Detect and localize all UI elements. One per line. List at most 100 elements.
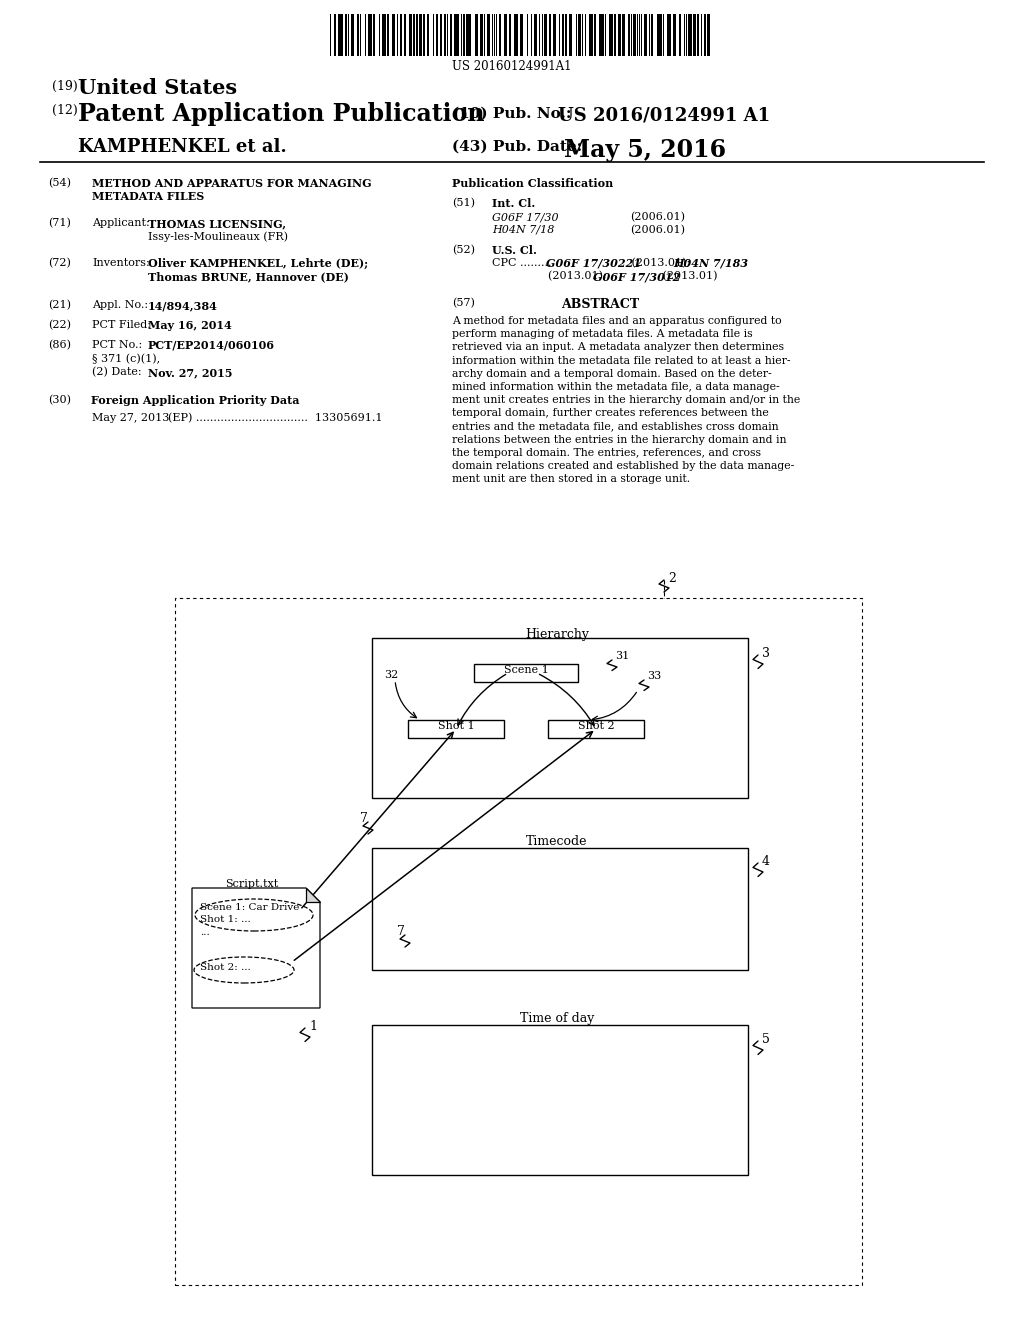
Text: (2013.01): (2013.01): [659, 271, 718, 281]
Bar: [450, 15, 452, 55]
Text: Inventors:: Inventors:: [92, 257, 150, 268]
Bar: [549, 15, 551, 55]
Text: PCT No.:: PCT No.:: [92, 341, 142, 350]
Bar: [544, 15, 547, 55]
Text: United States: United States: [78, 78, 238, 98]
Bar: [697, 15, 699, 55]
Bar: [351, 15, 354, 55]
Text: § 371 (c)(1),: § 371 (c)(1),: [92, 354, 160, 364]
Bar: [614, 15, 616, 55]
Text: Int. Cl.: Int. Cl.: [492, 198, 536, 209]
Bar: [578, 15, 581, 55]
Text: Time of day: Time of day: [520, 1012, 594, 1026]
Bar: [514, 15, 518, 55]
Bar: [416, 15, 418, 55]
Bar: [688, 15, 692, 55]
Bar: [387, 15, 389, 55]
Bar: [444, 15, 446, 55]
Bar: [622, 15, 625, 55]
Text: Shot 1: Shot 1: [437, 721, 474, 731]
Text: A method for metadata files and an apparatus configured to
perform managing of m: A method for metadata files and an appar…: [452, 315, 800, 484]
Bar: [357, 15, 359, 55]
Text: CPC .........: CPC .........: [492, 257, 558, 268]
Bar: [372, 847, 748, 970]
Bar: [334, 15, 336, 55]
Bar: [499, 15, 501, 55]
Text: PCT Filed:: PCT Filed:: [92, 319, 151, 330]
Text: Applicant:: Applicant:: [92, 218, 150, 228]
Text: Shot 2: ...: Shot 2: ...: [200, 964, 251, 972]
Bar: [408, 719, 504, 738]
Text: (54): (54): [48, 178, 71, 189]
Text: 14/894,384: 14/894,384: [148, 300, 218, 312]
Bar: [504, 15, 507, 55]
Text: 3: 3: [762, 647, 770, 660]
Bar: [667, 15, 671, 55]
Bar: [569, 15, 572, 55]
Bar: [651, 15, 653, 55]
Text: Shot 1: ...: Shot 1: ...: [200, 915, 251, 924]
Text: (2013.01);: (2013.01);: [548, 271, 610, 281]
Text: G06F 17/30: G06F 17/30: [492, 213, 559, 222]
Bar: [463, 15, 465, 55]
Text: G06F 17/3012: G06F 17/3012: [593, 271, 680, 282]
Text: 7: 7: [397, 925, 404, 939]
Text: May 27, 2013: May 27, 2013: [92, 413, 169, 422]
Bar: [520, 15, 523, 55]
Text: Publication Classification: Publication Classification: [452, 178, 613, 189]
Bar: [372, 638, 748, 799]
Text: Issy-les-Moulineaux (FR): Issy-les-Moulineaux (FR): [148, 231, 288, 242]
Bar: [693, 15, 696, 55]
Bar: [562, 15, 564, 55]
Bar: [373, 15, 375, 55]
Text: (22): (22): [48, 319, 71, 330]
Bar: [599, 15, 604, 55]
Bar: [628, 15, 630, 55]
Bar: [618, 15, 621, 55]
Bar: [474, 664, 578, 682]
Text: (43) Pub. Date:: (43) Pub. Date:: [452, 140, 583, 154]
Bar: [400, 15, 402, 55]
Bar: [633, 15, 636, 55]
Bar: [657, 15, 662, 55]
Bar: [565, 15, 567, 55]
Bar: [594, 15, 596, 55]
Bar: [454, 15, 459, 55]
Text: (19): (19): [52, 81, 82, 92]
Bar: [372, 1026, 748, 1175]
Bar: [644, 15, 647, 55]
Text: Thomas BRUNE, Hannover (DE): Thomas BRUNE, Hannover (DE): [148, 271, 349, 282]
Bar: [548, 719, 644, 738]
Text: G06F 17/30221: G06F 17/30221: [546, 257, 641, 269]
Text: Oliver KAMPHENKEL, Lehrte (DE);: Oliver KAMPHENKEL, Lehrte (DE);: [148, 257, 368, 269]
Bar: [440, 15, 442, 55]
Text: 2: 2: [668, 572, 676, 585]
Text: (10) Pub. No.:: (10) Pub. No.:: [452, 107, 571, 121]
Text: (EP) ................................  13305691.1: (EP) ................................ 13…: [168, 413, 383, 424]
Text: THOMAS LICENSING,: THOMAS LICENSING,: [148, 218, 286, 228]
Text: U.S. Cl.: U.S. Cl.: [492, 246, 537, 256]
Bar: [404, 15, 406, 55]
Text: Appl. No.:: Appl. No.:: [92, 300, 148, 310]
Bar: [436, 15, 438, 55]
Text: (57): (57): [452, 298, 475, 309]
Text: (52): (52): [452, 246, 475, 255]
Text: Foreign Application Priority Data: Foreign Application Priority Data: [91, 395, 299, 407]
Bar: [705, 15, 706, 55]
Bar: [392, 15, 395, 55]
Text: ...: ...: [200, 928, 210, 937]
Text: 31: 31: [615, 651, 630, 661]
Text: May 5, 2016: May 5, 2016: [564, 139, 726, 162]
Text: US 2016/0124991 A1: US 2016/0124991 A1: [558, 107, 770, 125]
Text: Scene 1: Scene 1: [504, 665, 549, 675]
Text: 4: 4: [762, 855, 770, 869]
Text: Nov. 27, 2015: Nov. 27, 2015: [148, 367, 232, 378]
Bar: [423, 15, 425, 55]
Text: (30): (30): [48, 395, 71, 405]
Text: (2) Date:: (2) Date:: [92, 367, 141, 378]
Bar: [368, 15, 372, 55]
Bar: [553, 15, 556, 55]
Polygon shape: [193, 888, 319, 1008]
Bar: [466, 15, 471, 55]
Bar: [679, 15, 681, 55]
